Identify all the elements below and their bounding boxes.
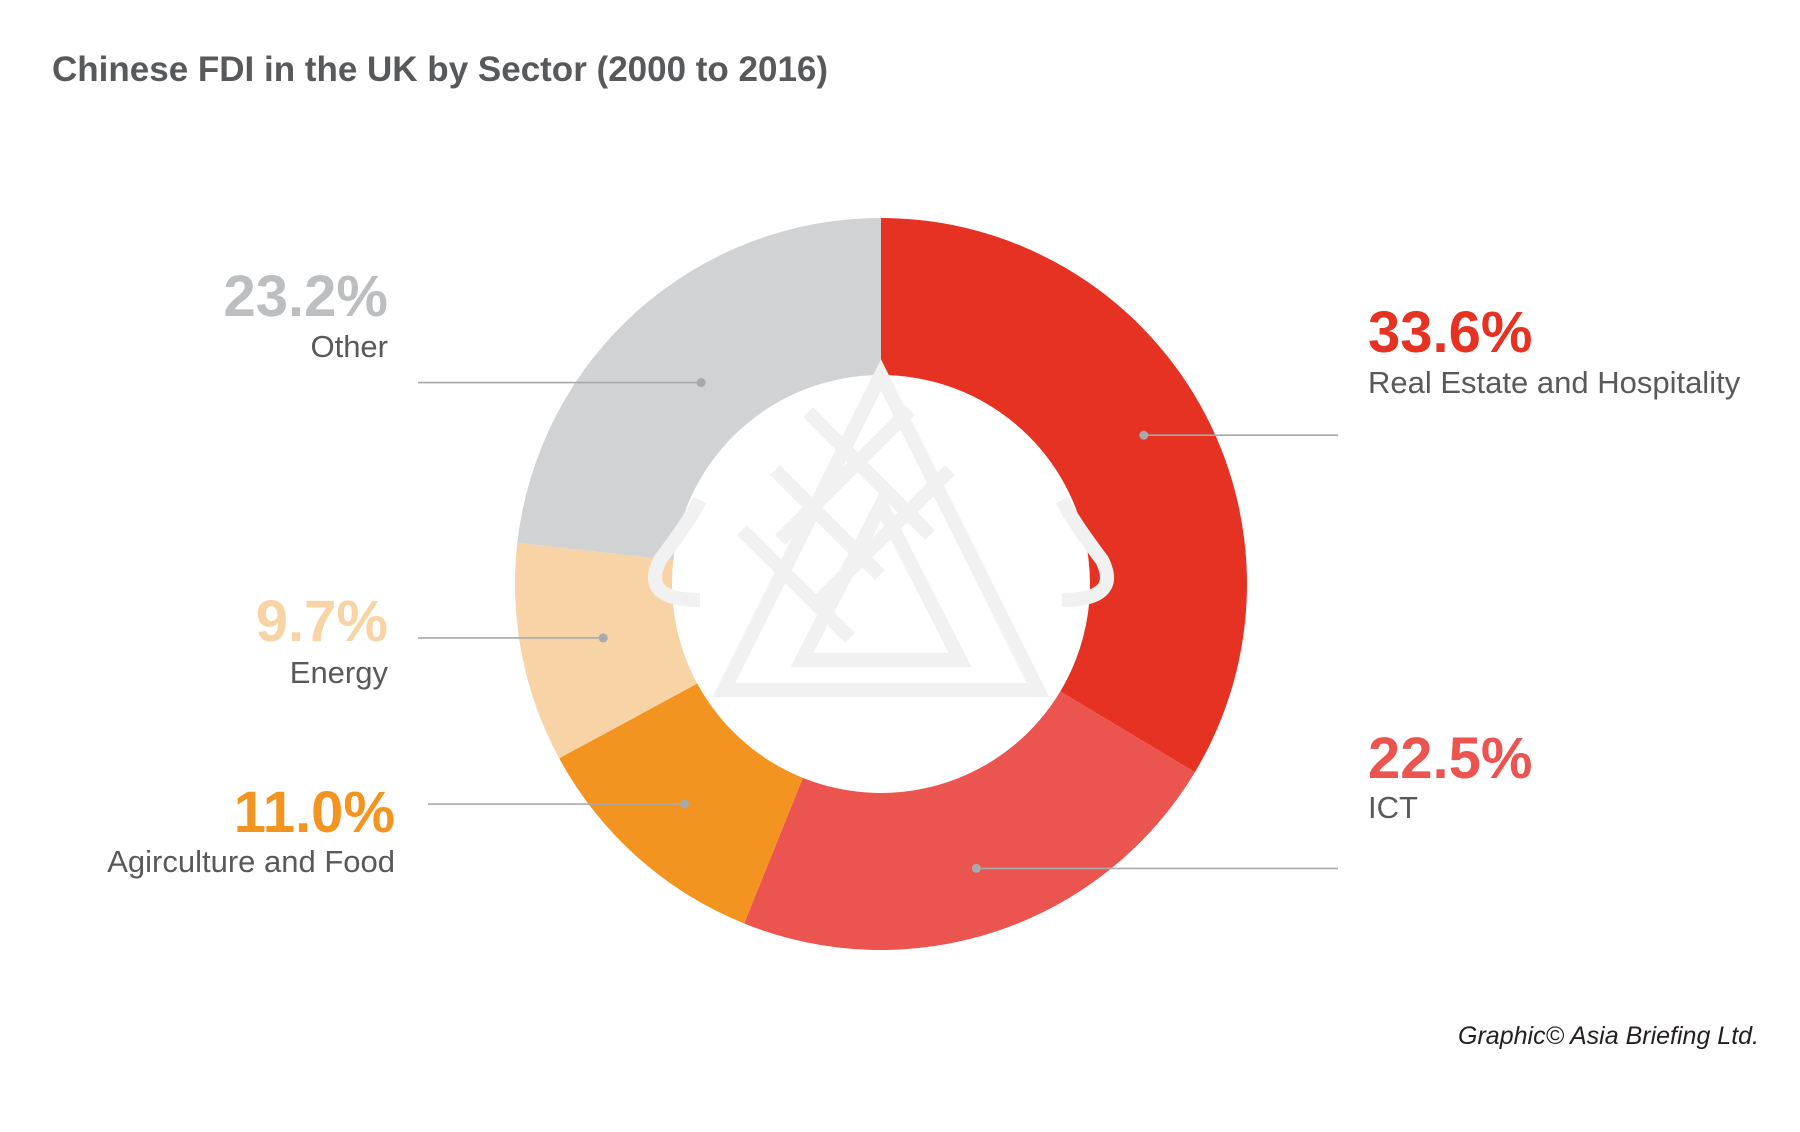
leader-dot-agirculture-and-food — [680, 799, 690, 809]
watermark-logo-icon — [648, 359, 1114, 697]
chart-title: Chinese FDI in the UK by Sector (2000 to… — [52, 50, 828, 89]
leader-dot-energy — [598, 633, 608, 643]
category-label-other: Other — [310, 329, 388, 364]
slice-ict — [744, 691, 1195, 951]
leader-dot-real-estate-and-hospitality — [1139, 430, 1149, 440]
value-label-real-estate-and-hospitality: 33.6% — [1368, 300, 1532, 365]
slice-labels: 33.6%Real Estate and Hospitality 22.5%ICT… — [107, 264, 1740, 879]
leader-lines — [418, 378, 1338, 873]
category-label-ict: ICT — [1368, 790, 1418, 825]
value-label-agirculture-and-food: 11.0% — [234, 780, 395, 845]
credit-text: Graphic© Asia Briefing Ltd. — [1458, 1022, 1759, 1050]
slice-energy — [515, 542, 698, 759]
category-label-energy: Energy — [290, 655, 389, 690]
slice-other — [517, 218, 881, 561]
value-label-other: 23.2% — [224, 264, 388, 329]
category-label-real-estate-and-hospitality: Real Estate and Hospitality — [1368, 365, 1741, 400]
value-label-energy: 9.7% — [256, 589, 388, 654]
donut-slices — [515, 218, 1247, 951]
leader-dot-other — [696, 378, 706, 388]
category-label-agirculture-and-food: Agirculture and Food — [107, 844, 395, 879]
slice-real-estate-and-hospitality — [881, 218, 1247, 773]
leader-dot-ict — [971, 863, 981, 873]
value-label-ict: 22.5% — [1368, 726, 1532, 791]
